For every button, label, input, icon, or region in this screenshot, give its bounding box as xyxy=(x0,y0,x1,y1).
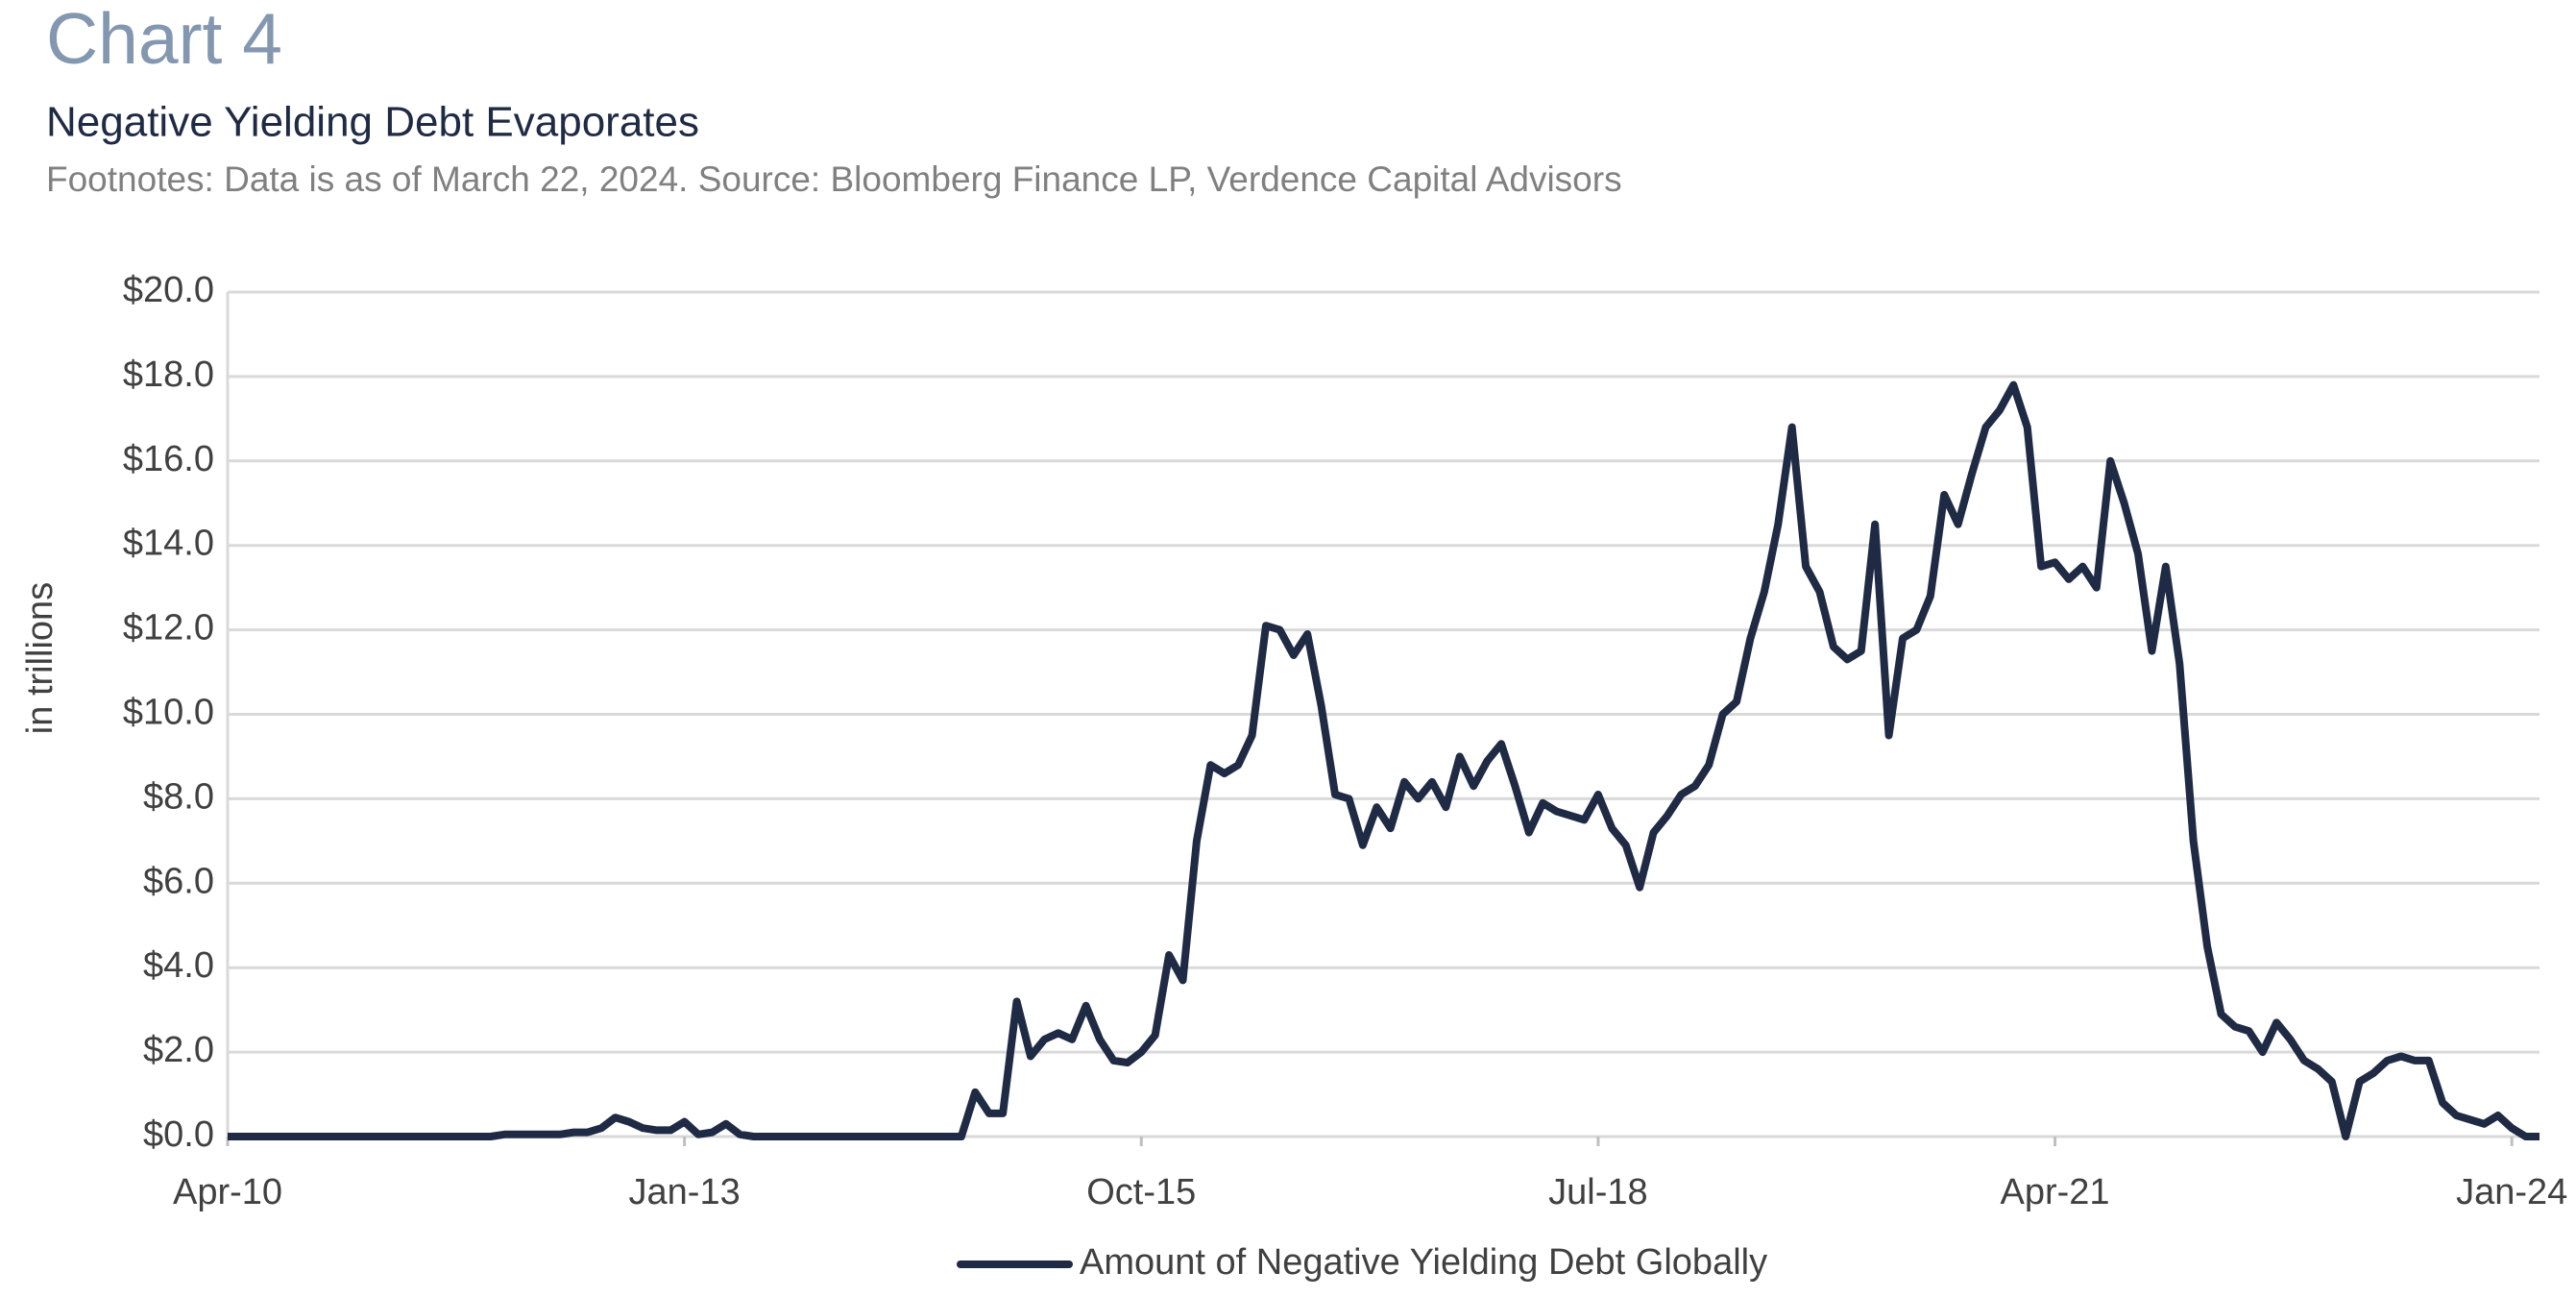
y-tick-label: $12.0 xyxy=(123,608,214,648)
data-line xyxy=(228,380,2540,1140)
x-tick-label: Oct-15 xyxy=(1086,1172,1196,1212)
chart-subtitle: Negative Yielding Debt Evaporates xyxy=(46,99,699,146)
y-tick-label: $14.0 xyxy=(123,524,214,564)
y-tick-label: $16.0 xyxy=(123,439,214,479)
y-tick-label: $4.0 xyxy=(143,945,214,986)
x-tick-label: Jan-24 xyxy=(2456,1172,2567,1212)
y-tick-label: $8.0 xyxy=(143,776,214,817)
x-tick-label: Jul-18 xyxy=(1548,1172,1648,1212)
y-axis-title: in trillions xyxy=(20,582,61,734)
y-tick-label: $2.0 xyxy=(143,1030,214,1070)
y-tick-label: $20.0 xyxy=(123,270,214,310)
y-tick-label: $18.0 xyxy=(123,355,214,395)
footnote: Footnotes: Data is as of March 22, 2024.… xyxy=(46,159,1622,199)
x-tick-label: Apr-21 xyxy=(2001,1172,2110,1212)
x-tick-label: Jan-13 xyxy=(629,1172,741,1212)
chart-title: Chart 4 xyxy=(46,0,282,79)
x-tick-label: Apr-10 xyxy=(173,1172,282,1212)
y-tick-label: $6.0 xyxy=(143,861,214,901)
legend-label: Amount of Negative Yielding Debt Globall… xyxy=(1080,1242,1767,1283)
y-tick-label: $0.0 xyxy=(143,1114,214,1155)
y-tick-label: $10.0 xyxy=(123,693,214,733)
